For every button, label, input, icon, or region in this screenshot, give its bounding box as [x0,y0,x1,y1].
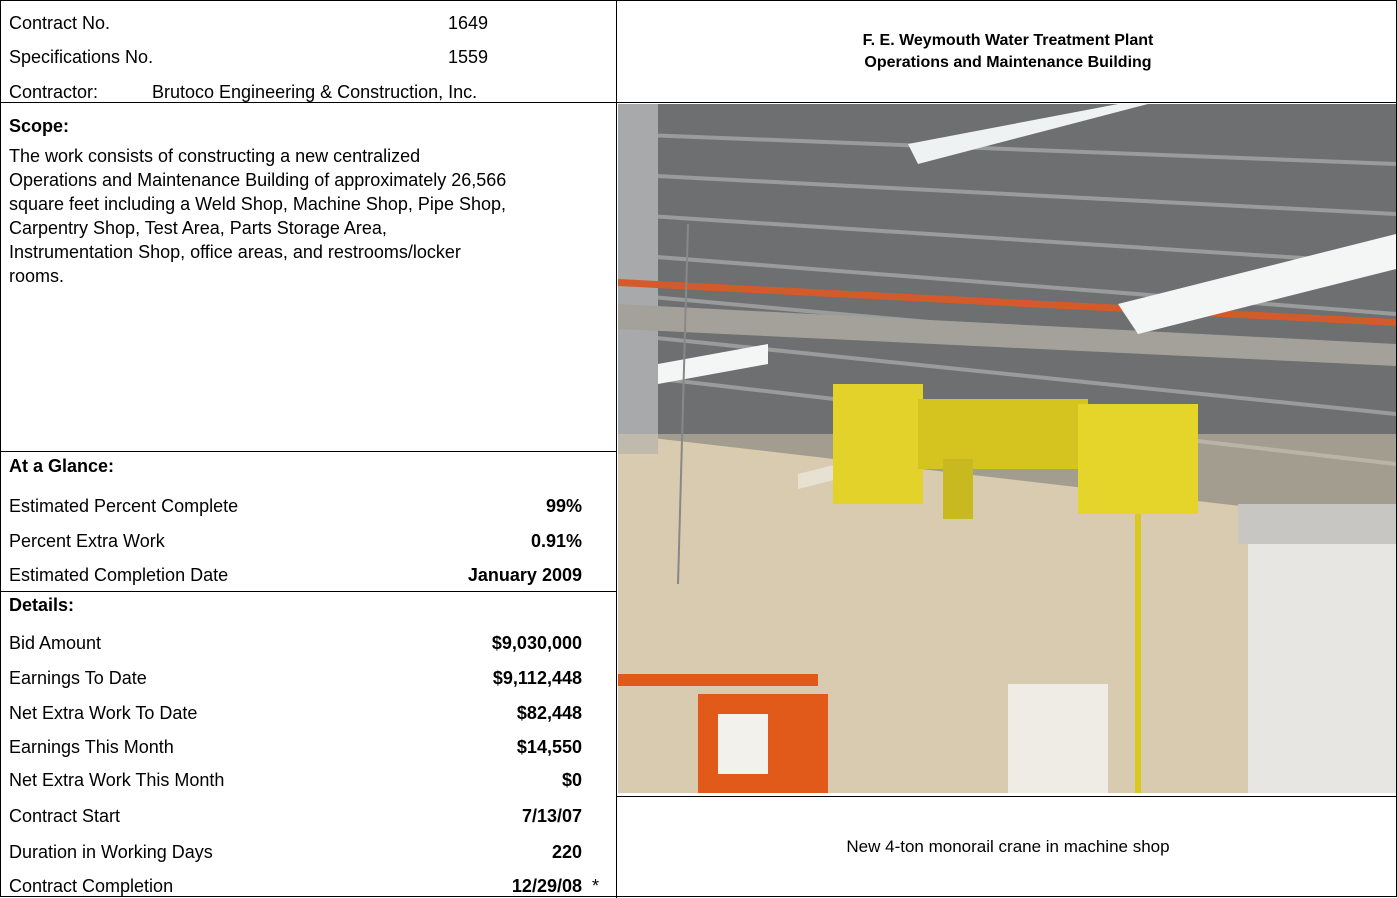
row-label: Estimated Completion Date [9,564,228,586]
row-label: Earnings This Month [9,736,174,758]
row-value: $9,030,000 [492,632,582,654]
row-value: 0.91% [531,530,582,552]
row-label: Earnings To Date [9,667,147,689]
scope-text: Instrumentation Shop, office areas, and … [9,240,461,264]
title-line: F. E. Weymouth Water Treatment Plant [863,30,1154,52]
row-value: 7/13/07 [522,805,582,827]
row-value: $9,112,448 [493,667,582,689]
row-label: Net Extra Work This Month [9,769,224,791]
section-heading: At a Glance: [9,455,114,477]
divider [1,451,616,452]
row-label: Bid Amount [9,632,101,654]
row-value: 220 [552,841,582,863]
row-label: Percent Extra Work [9,530,165,552]
row-label: Net Extra Work To Date [9,702,197,724]
row-value: January 2009 [468,564,582,586]
row-value: 12/29/08 [512,875,582,897]
scope-text: The work consists of constructing a new … [9,144,420,168]
value: 1649 [448,12,488,34]
scope-text: square feet including a Weld Shop, Machi… [9,192,506,216]
divider [1,591,616,592]
crane-photo [618,104,1396,793]
footnote-mark: * [592,875,599,897]
scope-text: rooms. [9,264,64,288]
section-heading: Scope: [9,115,69,137]
row-label: Contract Start [9,805,120,827]
row-label: Contract Completion [9,875,173,897]
divider [1,102,1397,103]
title-line: Operations and Maintenance Building [864,52,1151,74]
scope-text: Operations and Maintenance Building of a… [9,168,506,192]
project-sheet: Contract No. 1649 Specifications No. 155… [0,0,1397,897]
row-label: Duration in Working Days [9,841,213,863]
title: F. E. Weymouth Water Treatment Plant Ope… [618,1,1397,102]
row-value: $0 [562,769,582,791]
row-label: Estimated Percent Complete [9,495,238,517]
label: Specifications No. [9,46,153,68]
divider [616,1,617,898]
section-heading: Details: [9,594,74,616]
label: Contract No. [9,12,110,34]
value: Brutoco Engineering & Construction, Inc. [152,81,477,103]
row-value: $82,448 [517,702,582,724]
label: Contractor: [9,81,98,103]
row-value: 99% [546,495,582,517]
scope-text: Carpentry Shop, Test Area, Parts Storage… [9,216,387,240]
photo-caption: New 4-ton monorail crane in machine shop [618,797,1397,897]
value: 1559 [448,46,488,68]
row-value: $14,550 [517,736,582,758]
